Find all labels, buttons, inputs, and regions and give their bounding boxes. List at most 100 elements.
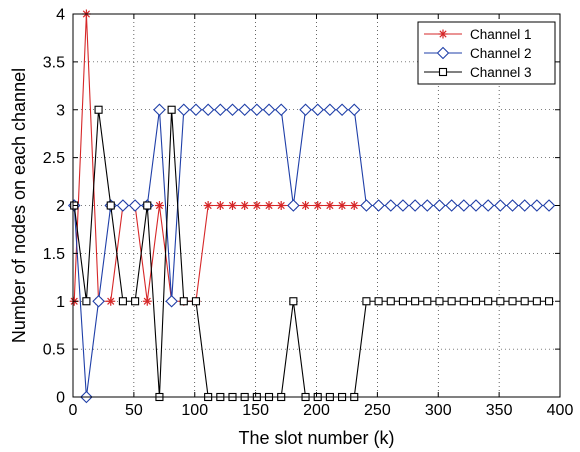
diamond-marker <box>189 103 203 117</box>
square-marker <box>423 297 432 306</box>
legend-item-channel-2: Channel 2 <box>424 46 532 61</box>
square-marker <box>435 297 444 306</box>
asterisk-marker <box>301 201 311 210</box>
legend: Channel 1 Channel 2 Channel 3 <box>417 21 556 85</box>
y-tick-label: 1 <box>56 294 65 311</box>
diamond-marker <box>262 103 276 117</box>
square-marker <box>411 297 420 306</box>
diamond-marker <box>299 103 312 117</box>
square-marker <box>167 105 176 114</box>
asterisk-marker <box>227 201 237 210</box>
legend-diamond-marker <box>436 46 450 60</box>
y-tick-label: 3 <box>56 102 65 119</box>
diamond-marker <box>384 199 398 212</box>
asterisk-marker <box>142 296 152 306</box>
diamond-marker <box>287 199 300 212</box>
diamond-marker <box>421 199 434 212</box>
asterisk-marker <box>106 296 116 306</box>
asterisk-marker <box>203 201 213 210</box>
y-tick-label: 3.5 <box>43 54 65 71</box>
square-marker <box>131 297 140 306</box>
square-marker <box>374 297 383 306</box>
diamond-marker <box>506 199 519 212</box>
asterisk-stroke <box>350 201 358 210</box>
y-tick-label: 0 <box>56 390 65 407</box>
diamond-marker <box>372 199 385 212</box>
asterisk-stroke <box>265 201 273 210</box>
diamond-marker <box>530 199 544 212</box>
square-marker <box>106 201 115 210</box>
x-axis-label: The slot number (k) <box>238 428 394 448</box>
diamond-marker <box>494 199 507 212</box>
x-tick-label: 350 <box>486 402 513 419</box>
axis-ticks: 0 50 100 150 200 250 300 350 400 0 0.5 1 1.5 2 2.5 3 3.5… <box>43 7 574 420</box>
diamond-marker <box>433 199 446 212</box>
asterisk-marker <box>276 201 286 210</box>
x-tick-label: 200 <box>303 402 330 419</box>
diamond-marker <box>445 199 458 212</box>
asterisk-stroke <box>338 201 346 210</box>
asterisk-marker <box>349 201 359 210</box>
diamond-marker <box>116 199 130 212</box>
square-marker <box>484 297 493 306</box>
diamond-marker <box>226 103 239 117</box>
legend-asterisk-marker <box>438 29 448 39</box>
diamond-marker <box>360 199 373 212</box>
diamond-marker <box>396 199 410 212</box>
diamond-marker <box>542 199 556 212</box>
diamond-marker <box>238 103 251 117</box>
asterisk-stroke <box>216 201 224 210</box>
asterisk-stroke <box>228 201 237 210</box>
diamond-marker <box>323 103 337 117</box>
square-marker <box>179 297 188 306</box>
diamond-marker <box>128 199 142 212</box>
square-marker <box>191 297 201 306</box>
square-marker <box>289 297 298 306</box>
x-tick-label: 250 <box>364 402 391 419</box>
square-marker <box>508 297 517 306</box>
asterisk-marker <box>154 201 164 210</box>
x-tick-label: 0 <box>69 402 78 419</box>
square-marker <box>118 297 127 306</box>
square-marker <box>496 297 505 306</box>
diamond-marker <box>214 103 227 117</box>
legend-label: Channel 1 <box>470 27 532 42</box>
square-marker <box>143 201 152 210</box>
asterisk-stroke <box>241 201 249 210</box>
x-tick-label: 50 <box>125 402 143 419</box>
asterisk-stroke <box>314 201 322 210</box>
x-tick-label: 300 <box>425 402 452 419</box>
legend-item-channel-1: Channel 1 <box>424 27 532 42</box>
asterisk-stroke <box>301 201 310 210</box>
diamond-marker <box>165 294 178 308</box>
diamond-marker <box>347 103 361 117</box>
y-axis-label: Number of nodes on each channel <box>9 68 29 343</box>
asterisk-marker <box>264 201 274 210</box>
diamond-marker <box>335 103 349 117</box>
square-marker <box>520 297 529 306</box>
x-tick-label: 100 <box>181 402 208 419</box>
legend-item-channel-3: Channel 3 <box>424 65 532 80</box>
asterisk-marker <box>240 201 250 210</box>
square-marker <box>471 297 481 306</box>
square-marker <box>386 297 395 306</box>
legend-label: Channel 3 <box>470 65 532 80</box>
asterisk-marker <box>325 201 335 210</box>
asterisk-stroke <box>204 201 212 210</box>
asterisk-stroke <box>277 201 285 210</box>
y-tick-label: 2.5 <box>43 150 65 167</box>
diamond-marker <box>518 199 531 212</box>
y-tick-label: 4 <box>56 7 65 24</box>
diamond-marker <box>92 294 105 308</box>
square-marker <box>459 297 468 306</box>
square-marker <box>532 297 541 306</box>
square-marker <box>544 297 554 306</box>
diamond-marker <box>469 199 483 212</box>
diamond-marker <box>311 103 324 117</box>
series-channel-2 <box>67 103 556 404</box>
diamond-marker <box>201 103 215 117</box>
asterisk-stroke <box>253 201 261 210</box>
diamond-marker <box>274 103 288 117</box>
diamond-marker <box>408 199 422 212</box>
